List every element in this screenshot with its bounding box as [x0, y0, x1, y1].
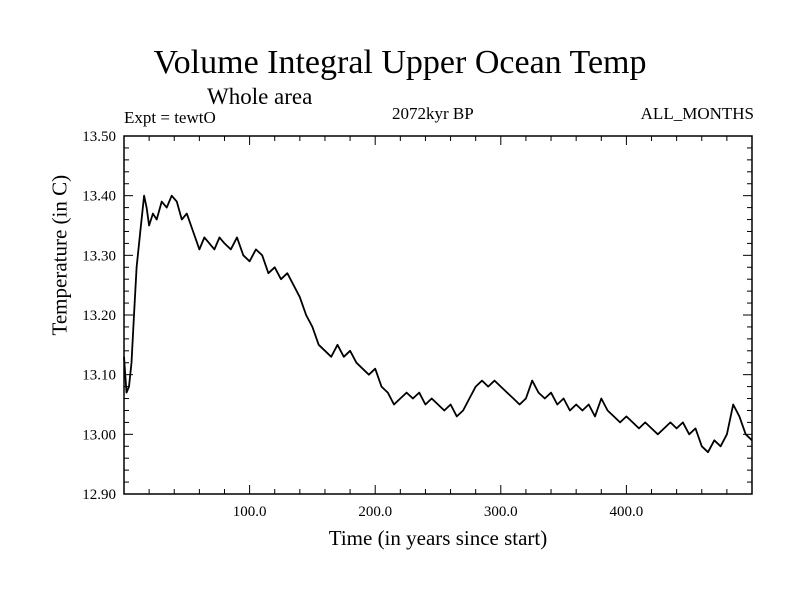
y-tick-label: 13.30	[82, 248, 116, 264]
plot-frame	[123, 135, 753, 495]
chart-title: Volume Integral Upper Ocean Temp	[153, 44, 647, 81]
x-tick-label: 300.0	[484, 504, 518, 520]
axis-tick-labels: 12.90 13.00 13.10 13.20 13.30 13.40 13.50 100.0…	[82, 129, 643, 520]
x-axis-label: Time (in years since start)	[328, 526, 548, 550]
y-tick-label: 12.90	[82, 487, 116, 503]
x-tick-label: 200.0	[358, 504, 392, 520]
x-tick-label: 100.0	[233, 504, 267, 520]
x-tick-label: 400.0	[610, 504, 644, 520]
y-tick-label: 13.40	[82, 189, 116, 205]
y-tick-label: 13.10	[82, 368, 116, 384]
y-tick-label: 13.20	[82, 308, 116, 324]
y-tick-label: 13.00	[82, 427, 116, 443]
months-label: ALL_MONTHS	[640, 104, 754, 123]
chart-subtitle: Whole area	[207, 84, 313, 109]
experiment-label: Expt = tewtO	[124, 108, 216, 127]
axis-ticks	[123, 135, 753, 495]
period-label: 2072kyr BP	[392, 104, 474, 123]
temperature-series-line	[123, 194, 753, 454]
y-tick-label: 13.50	[82, 129, 116, 145]
